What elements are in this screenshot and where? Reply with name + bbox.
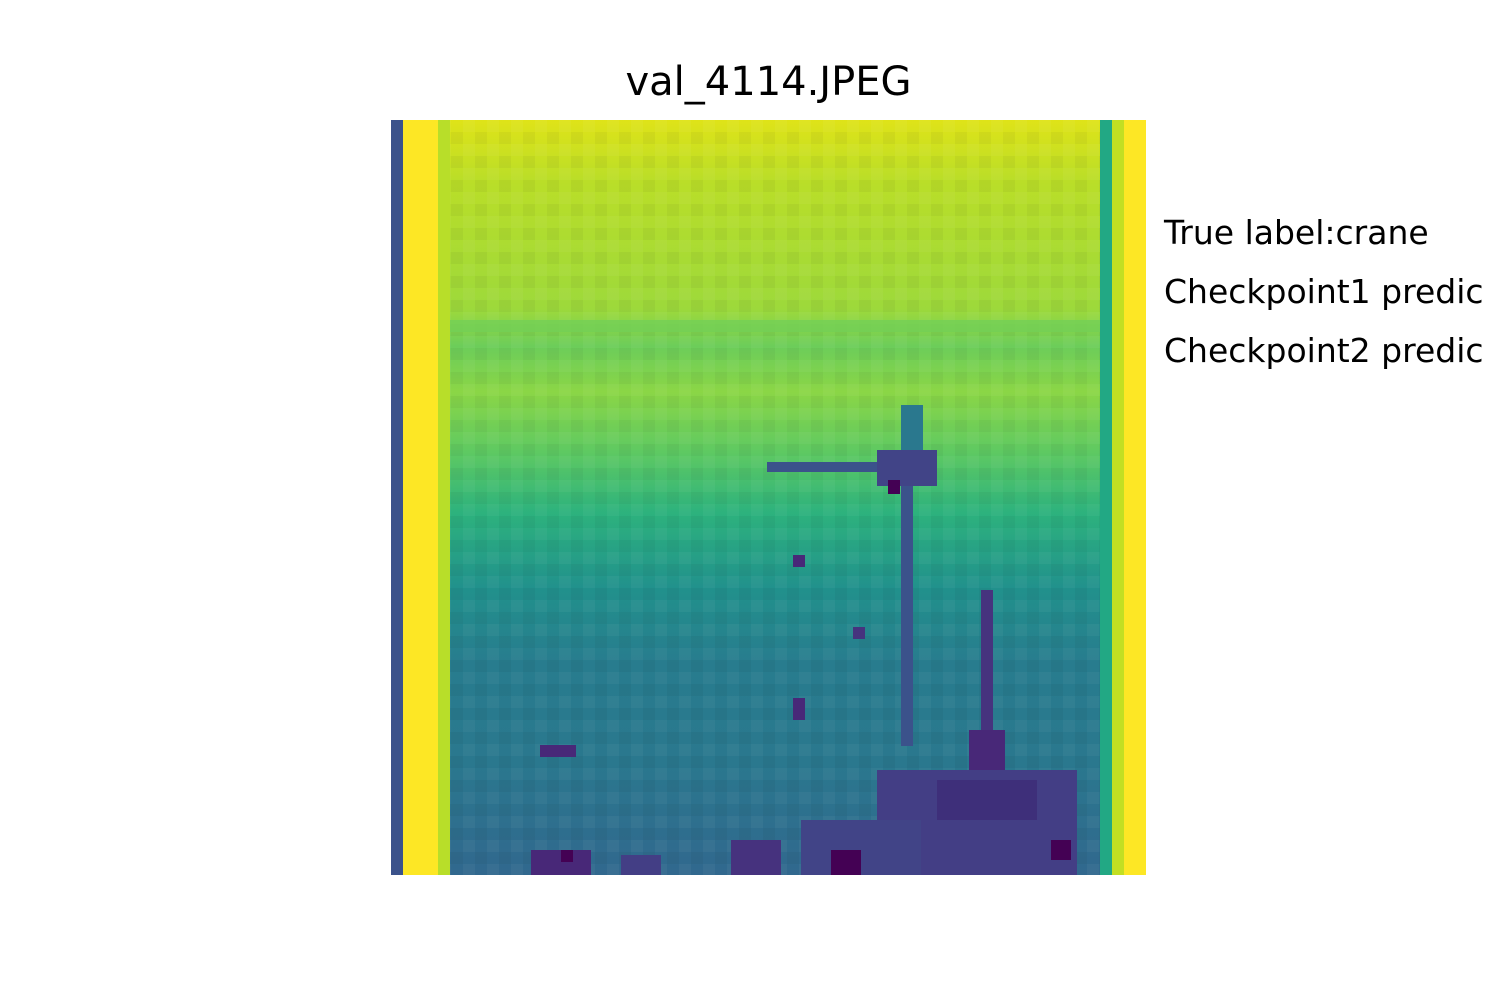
- checkpoint2-prediction-text: Checkpoint2 predic: [1164, 331, 1484, 370]
- image-panel: [391, 120, 1146, 875]
- heatmap-image: [391, 120, 1146, 875]
- checkpoint1-prediction-text: Checkpoint1 predic: [1164, 272, 1484, 311]
- figure-title: val_4114.JPEG: [625, 59, 912, 105]
- true-label-text: True label:crane: [1164, 213, 1429, 252]
